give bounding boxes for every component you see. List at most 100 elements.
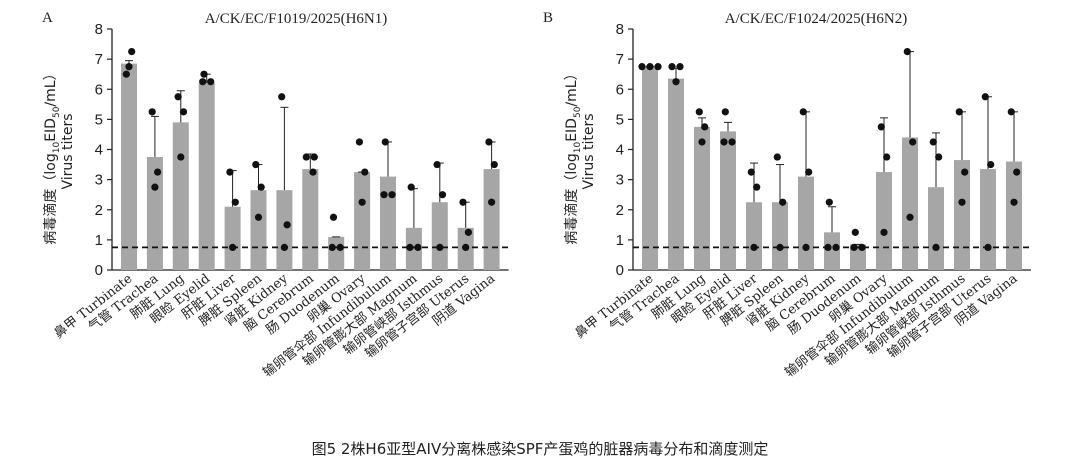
data-point bbox=[462, 243, 470, 252]
data-point bbox=[310, 153, 318, 161]
y-axis-label-part: 50 bbox=[52, 106, 62, 118]
data-point bbox=[773, 153, 781, 161]
data-point bbox=[668, 63, 676, 71]
data-point bbox=[961, 168, 969, 176]
y-axis-label-en: Virus titers bbox=[581, 113, 597, 189]
data-point bbox=[459, 198, 467, 206]
bar bbox=[980, 169, 996, 270]
data-point bbox=[799, 108, 807, 116]
bar bbox=[302, 169, 319, 270]
data-point bbox=[701, 123, 709, 131]
y-axis-label-part: 50 bbox=[573, 106, 583, 118]
data-point bbox=[328, 243, 336, 252]
data-point bbox=[125, 63, 133, 71]
data-point bbox=[361, 168, 369, 176]
data-point bbox=[638, 63, 646, 71]
bar bbox=[354, 172, 371, 270]
data-point bbox=[283, 221, 291, 229]
data-point bbox=[231, 198, 239, 206]
data-point bbox=[1013, 168, 1021, 176]
data-point bbox=[174, 93, 182, 101]
data-point bbox=[177, 153, 185, 161]
y-axis-label-part: /mL） bbox=[564, 66, 580, 106]
data-point bbox=[414, 243, 422, 252]
data-point bbox=[676, 63, 684, 71]
y-tick-label: 5 bbox=[616, 111, 624, 128]
data-point bbox=[672, 78, 680, 86]
bar bbox=[668, 78, 684, 270]
y-tick-label: 3 bbox=[95, 172, 103, 189]
bar bbox=[328, 236, 345, 270]
data-point bbox=[824, 243, 832, 252]
y-tick-label: 7 bbox=[616, 51, 624, 68]
y-tick-label: 1 bbox=[616, 232, 624, 249]
bar bbox=[121, 63, 137, 270]
data-point bbox=[207, 78, 215, 86]
data-point bbox=[488, 198, 496, 206]
bar bbox=[276, 190, 293, 270]
data-point bbox=[302, 153, 310, 161]
bar bbox=[772, 202, 788, 270]
data-point bbox=[802, 243, 810, 252]
data-point bbox=[229, 243, 237, 252]
y-tick-label: 1 bbox=[95, 232, 103, 249]
chart-title: A/CK/EC/F1024/2025(H6N2) bbox=[725, 11, 908, 27]
data-point bbox=[388, 191, 396, 199]
data-point bbox=[406, 243, 414, 252]
data-point bbox=[984, 243, 992, 252]
data-point bbox=[380, 191, 388, 199]
data-point bbox=[981, 93, 989, 101]
data-point bbox=[128, 47, 136, 56]
data-point bbox=[464, 228, 472, 236]
y-axis-label-part: EID bbox=[564, 118, 580, 142]
y-axis-label: 病毒滴度（log10EID50/mL） bbox=[42, 66, 62, 244]
data-point bbox=[883, 153, 891, 161]
y-axis-label-part: 10 bbox=[573, 142, 583, 154]
data-point bbox=[336, 243, 344, 252]
data-point bbox=[355, 138, 363, 146]
bar bbox=[798, 176, 814, 270]
data-point bbox=[1007, 108, 1015, 116]
data-point bbox=[1010, 198, 1018, 206]
y-axis-label-en: Virus titers bbox=[60, 113, 76, 189]
data-point bbox=[654, 63, 662, 71]
bar bbox=[824, 232, 840, 270]
data-point bbox=[646, 63, 654, 71]
bar bbox=[198, 83, 215, 270]
data-point bbox=[257, 183, 265, 191]
data-point bbox=[358, 198, 366, 206]
y-tick-label: 3 bbox=[616, 172, 624, 189]
y-tick-label: 5 bbox=[95, 111, 103, 128]
bar bbox=[146, 157, 163, 270]
data-point bbox=[436, 243, 444, 252]
data-point bbox=[903, 47, 911, 56]
y-axis-label-part: 病毒滴度（log bbox=[42, 153, 59, 244]
data-point bbox=[747, 168, 755, 176]
bar bbox=[746, 202, 762, 270]
data-point bbox=[906, 213, 914, 221]
data-point bbox=[987, 160, 995, 169]
bar bbox=[431, 202, 448, 270]
bar bbox=[405, 227, 422, 270]
data-point bbox=[880, 228, 888, 236]
bar bbox=[250, 190, 267, 270]
data-point bbox=[695, 108, 703, 116]
y-tick-label: 2 bbox=[616, 202, 624, 219]
data-point bbox=[485, 138, 493, 146]
data-point bbox=[851, 228, 859, 236]
data-point bbox=[329, 213, 338, 221]
data-point bbox=[280, 243, 288, 252]
y-tick-label: 7 bbox=[95, 51, 103, 68]
data-point bbox=[252, 160, 260, 169]
data-point bbox=[122, 70, 130, 78]
y-tick-label: 8 bbox=[95, 21, 103, 38]
data-point bbox=[958, 198, 966, 206]
data-point bbox=[154, 168, 162, 176]
data-point bbox=[438, 191, 447, 199]
bar bbox=[380, 176, 396, 270]
y-tick-label: 6 bbox=[616, 81, 624, 98]
data-point bbox=[877, 123, 885, 131]
y-axis-label-part: /mL） bbox=[43, 66, 59, 106]
data-point bbox=[433, 160, 441, 169]
figure-caption: 图5 2株H6亚型AIV分离株感染SPF产蛋鸡的脏器病毒分布和滴度测定 bbox=[311, 440, 769, 458]
